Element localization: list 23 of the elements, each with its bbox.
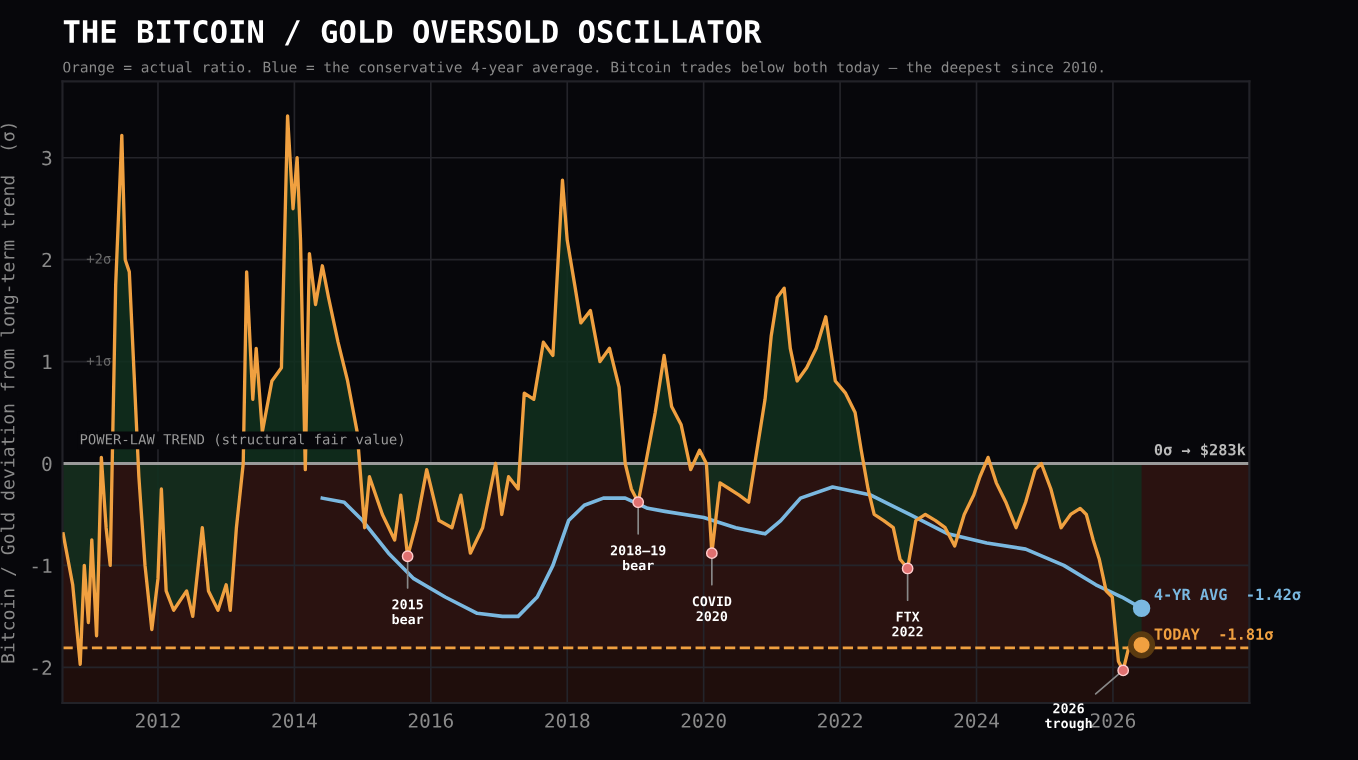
x-tick-label: 2024 <box>954 713 999 728</box>
x-tick-label: 2016 <box>408 713 453 728</box>
x-tick-label: 2020 <box>681 713 726 728</box>
y-tick-label: -2 <box>32 660 52 675</box>
y-tick-label: 3 <box>42 150 52 166</box>
x-tick-label: 2014 <box>272 713 317 728</box>
point <box>632 496 645 509</box>
x-tick-label: 2022 <box>818 713 862 728</box>
point <box>705 547 718 560</box>
y-tick-label: 0 <box>42 456 52 472</box>
y-axis-title: Bitcoin / Gold deviation from long-term trend (σ) <box>0 124 19 663</box>
point <box>1132 599 1151 617</box>
point <box>1117 664 1130 677</box>
y-tick-label: 1 <box>43 354 52 370</box>
x-tick-label: 2012 <box>136 713 180 728</box>
y-tick-label: -1 <box>32 558 52 573</box>
point <box>401 550 414 563</box>
y-tick-label: 2 <box>42 252 52 268</box>
x-tick-label: 2026 <box>1090 713 1136 728</box>
x-tick-label: 2018 <box>545 713 590 728</box>
chart-title: THE BITCOIN / GOLD OVERSOLD OSCILLATOR <box>63 19 762 46</box>
point <box>1128 631 1156 659</box>
point <box>901 562 914 575</box>
